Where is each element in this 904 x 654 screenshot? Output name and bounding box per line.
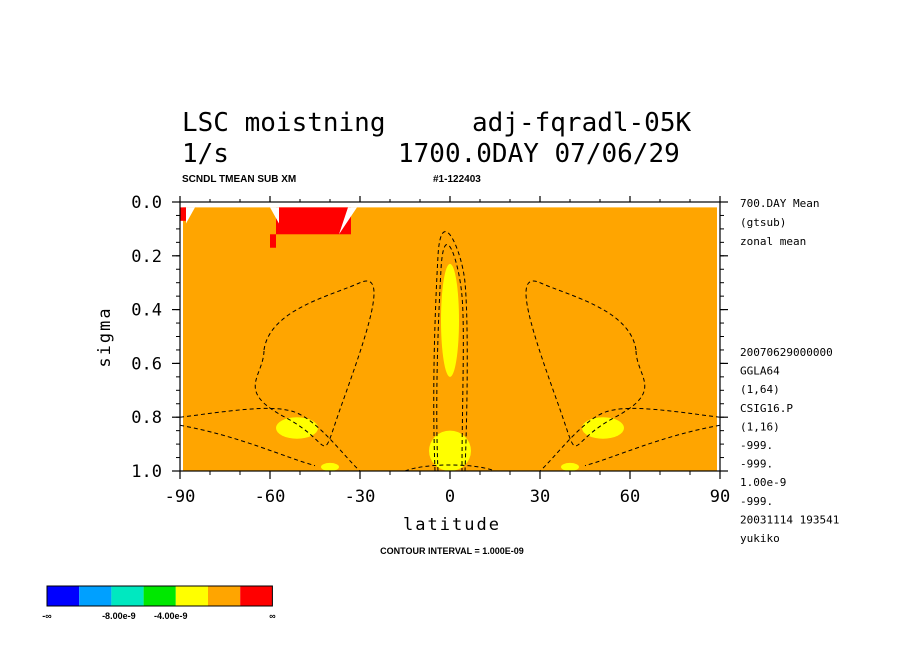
colorbar-swatch: [240, 586, 273, 606]
colorbar-swatch: [175, 586, 208, 606]
colorbar-label: -8.00e-9: [102, 611, 136, 621]
negative-region-6: [582, 417, 624, 439]
y-tick-label: 1.0: [131, 462, 162, 482]
x-tick-label: 90: [710, 487, 730, 507]
side-info-bottom-line: (1,16): [740, 420, 780, 433]
side-info-bottom-line: 1.00e-9: [740, 476, 786, 489]
colorbar-swatch: [208, 586, 241, 606]
chart-title-right: adj-fqradl-05K: [472, 108, 691, 138]
y-tick-label: 0.8: [131, 408, 162, 428]
chart-time-info: 1700.0DAY 07/06/29: [398, 139, 680, 169]
contour-lines: [179, 231, 721, 472]
colorbar-label: -4.00e-9: [154, 611, 188, 621]
colorbar-frame: [46, 585, 273, 607]
contour-equator-outer: [433, 231, 468, 472]
positive-region-2: [270, 234, 276, 248]
x-tick-label: -90: [165, 487, 196, 507]
contour-south-loop: [254, 280, 375, 447]
side-info-bottom-line: CSIG16.P: [740, 402, 793, 415]
colorbar-swatch: [143, 586, 176, 606]
side-info-bottom: 20070629000000 GGLA64 (1,64) CSIG16.P (1,16)…: [740, 346, 839, 545]
contour-north-lower: [539, 407, 721, 472]
contour-field: [180, 207, 717, 472]
side-info-bottom-line: GGLA64: [740, 365, 780, 378]
x-tick-label: -60: [255, 487, 286, 507]
negative-region-4: [429, 430, 471, 472]
side-info-bottom-line: 20031114 193541: [740, 513, 839, 526]
y-axis: 0.0 0.2 0.4 0.6 0.8 1.0: [131, 193, 728, 482]
field-notch-1: [270, 207, 279, 224]
x-axis: -90 -60 -30 0 30 60 90: [165, 196, 730, 507]
y-axis-label: sigma: [95, 306, 115, 367]
chart-title-left: LSC moistning: [182, 108, 386, 138]
contour-south-lower2: [179, 424, 316, 467]
side-info-top-line: (gtsub): [740, 216, 786, 229]
side-info-bottom-line: (1,64): [740, 383, 780, 396]
colorbar-label: -∞: [42, 611, 52, 621]
colorbar: -∞ -8.00e-9 -4.00e-9 ∞: [42, 585, 276, 621]
side-info-top-line: zonal mean: [740, 235, 806, 248]
side-info-bottom-line: yukiko: [740, 532, 780, 545]
positive-region-1: [276, 207, 351, 235]
side-info-top: 700.DAY Mean (gtsub) zonal mean: [740, 197, 819, 248]
x-tick-label: 30: [530, 487, 550, 507]
chart-subtitle-left: SCNDL TMEAN SUB XM: [182, 174, 296, 185]
colorbar-swatch: [111, 586, 144, 606]
y-tick-label: 0.6: [131, 354, 162, 374]
negative-region-8: [561, 462, 579, 471]
side-info-bottom-line: 20070629000000: [740, 346, 833, 359]
chart-units: 1/s: [182, 139, 229, 169]
negative-region-3: [441, 263, 459, 377]
contour-interval-text: CONTOUR INTERVAL = 1.000E-09: [380, 546, 524, 556]
colorbar-swatch: [47, 586, 80, 606]
positive-region-0: [180, 207, 186, 221]
y-tick-label: 0.2: [131, 247, 162, 267]
contour-equator-bottom: [404, 464, 496, 472]
x-tick-label: 60: [620, 487, 640, 507]
contour-north-loop: [525, 280, 646, 447]
x-tick-label: 0: [445, 487, 455, 507]
colorbar-swatch: [79, 586, 112, 606]
side-info-bottom-line: -999.: [740, 458, 773, 471]
negative-region-5: [276, 417, 318, 439]
negative-region-7: [321, 462, 339, 471]
chart-subtitle-right: #1-122403: [433, 174, 481, 185]
y-tick-label: 0.0: [131, 193, 162, 213]
colorbar-label: ∞: [269, 611, 276, 621]
x-tick-label: -30: [345, 487, 376, 507]
field-notch-0: [186, 207, 195, 224]
contour-south-lower: [179, 407, 361, 472]
field-notch-2: [339, 207, 357, 235]
side-info-top-line: 700.DAY Mean: [740, 197, 819, 210]
x-axis-label: latitude: [403, 515, 501, 535]
contour-equator-inner: [436, 244, 464, 472]
contour-north-lower2: [584, 424, 721, 467]
side-info-bottom-line: -999.: [740, 495, 773, 508]
y-tick-label: 0.4: [131, 301, 162, 321]
side-info-bottom-line: -999.: [740, 439, 773, 452]
